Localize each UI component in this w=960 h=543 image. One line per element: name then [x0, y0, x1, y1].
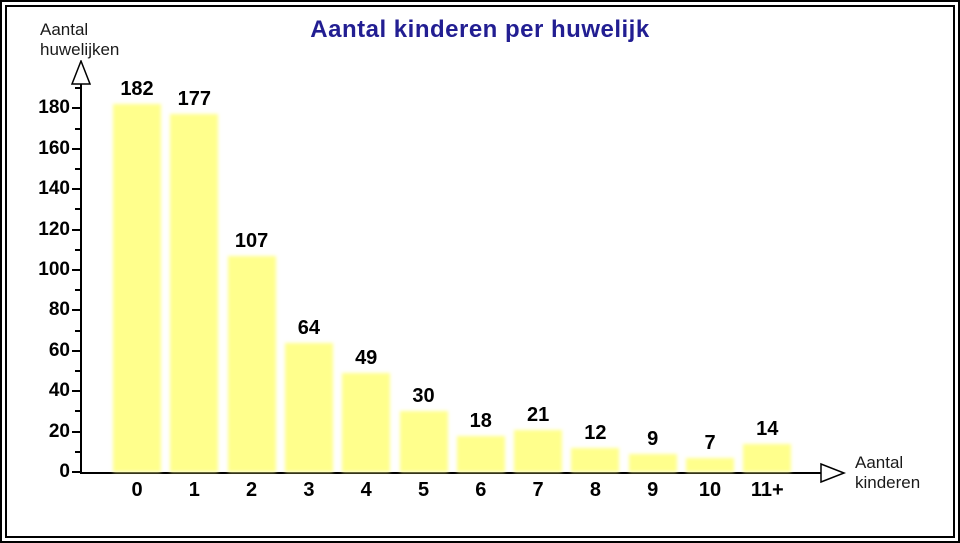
- x-tick-label: 5: [417, 479, 430, 501]
- x-axis-title: Aantal kinderen: [855, 453, 920, 493]
- y-tick-label: 0: [59, 461, 70, 482]
- y-tick-major: [72, 188, 80, 191]
- bar-value-label: 21: [526, 403, 550, 426]
- y-tick-major: [72, 309, 80, 312]
- bar: [456, 435, 505, 472]
- bar-value-label: 107: [234, 229, 269, 252]
- y-tick-minor: [75, 87, 80, 90]
- bar-value-label: 7: [704, 431, 716, 454]
- bar: [571, 447, 620, 472]
- x-tick-label: 2: [246, 479, 258, 501]
- chart-title: Aantal kinderen per huwelijk: [310, 16, 650, 43]
- y-tick-label: 180: [38, 97, 70, 119]
- y-tick-label: 100: [38, 259, 70, 280]
- y-tick-minor: [75, 370, 80, 372]
- bar: [743, 443, 792, 472]
- x-tick-label: 8: [589, 479, 601, 501]
- y-tick-major: [72, 390, 80, 393]
- x-tick-label: 6: [475, 479, 487, 501]
- x-tick-label: 3: [303, 479, 315, 501]
- bar: [342, 373, 391, 472]
- x-axis-line: [80, 472, 822, 474]
- y-axis-arrow-icon: [70, 60, 92, 85]
- bar: [514, 429, 563, 472]
- bar: [399, 411, 448, 472]
- bar: [113, 104, 161, 472]
- y-tick-major: [72, 228, 80, 231]
- y-tick-label: 140: [38, 178, 70, 200]
- y-tick-minor: [75, 168, 80, 170]
- bar-value-label: 9: [647, 427, 659, 450]
- x-axis-title-line2: kinderen: [855, 473, 921, 492]
- y-tick-minor: [75, 127, 80, 130]
- y-axis-title-line1: Aantal: [40, 20, 89, 39]
- x-axis-title-line1: Aantal: [855, 453, 904, 472]
- bar-value-label: 14: [756, 417, 779, 440]
- bar: [227, 255, 276, 472]
- y-tick-label: 160: [38, 137, 70, 159]
- y-tick-minor: [75, 208, 80, 211]
- bar-value-label: 182: [120, 78, 154, 101]
- y-tick-minor: [75, 248, 80, 251]
- x-tick-label: 9: [647, 479, 659, 501]
- y-tick-major: [72, 147, 80, 150]
- y-tick-major: [72, 269, 80, 271]
- bar-value-label: 18: [469, 409, 492, 432]
- bar: [686, 457, 734, 472]
- y-tick-label: 40: [48, 380, 70, 402]
- y-tick-minor: [75, 410, 80, 413]
- y-tick-minor: [75, 329, 80, 332]
- y-tick-major: [72, 107, 80, 110]
- x-tick-label: 11+: [750, 479, 784, 501]
- bar-value-label: 64: [297, 316, 321, 339]
- y-axis-title: Aantal huwelijken: [40, 20, 119, 60]
- y-tick-label: 20: [48, 420, 70, 442]
- y-tick-label: 80: [48, 299, 70, 321]
- y-axis-line: [80, 84, 82, 474]
- bar: [170, 114, 219, 472]
- bar-value-label: 12: [584, 421, 607, 444]
- bar-value-label: 177: [177, 88, 211, 111]
- bar: [628, 453, 677, 472]
- x-tick-label: 0: [131, 479, 143, 501]
- y-tick-major: [72, 349, 80, 352]
- y-tick-major: [72, 430, 80, 433]
- bar: [284, 342, 333, 472]
- x-axis-arrow-icon: [820, 462, 847, 484]
- y-axis-title-line2: huwelijken: [40, 40, 120, 59]
- y-tick-label: 120: [38, 218, 70, 240]
- y-tick-minor: [75, 289, 80, 292]
- x-tick-label: 4: [360, 479, 372, 501]
- x-tick-label: 10: [698, 479, 722, 501]
- y-tick-label: 60: [48, 339, 70, 361]
- y-tick-minor: [75, 450, 80, 453]
- bar-value-label: 30: [412, 385, 435, 408]
- x-tick-label: 7: [532, 479, 544, 501]
- x-tick-label: 1: [188, 479, 200, 501]
- y-tick-major: [72, 471, 80, 473]
- bar-value-label: 49: [355, 347, 378, 370]
